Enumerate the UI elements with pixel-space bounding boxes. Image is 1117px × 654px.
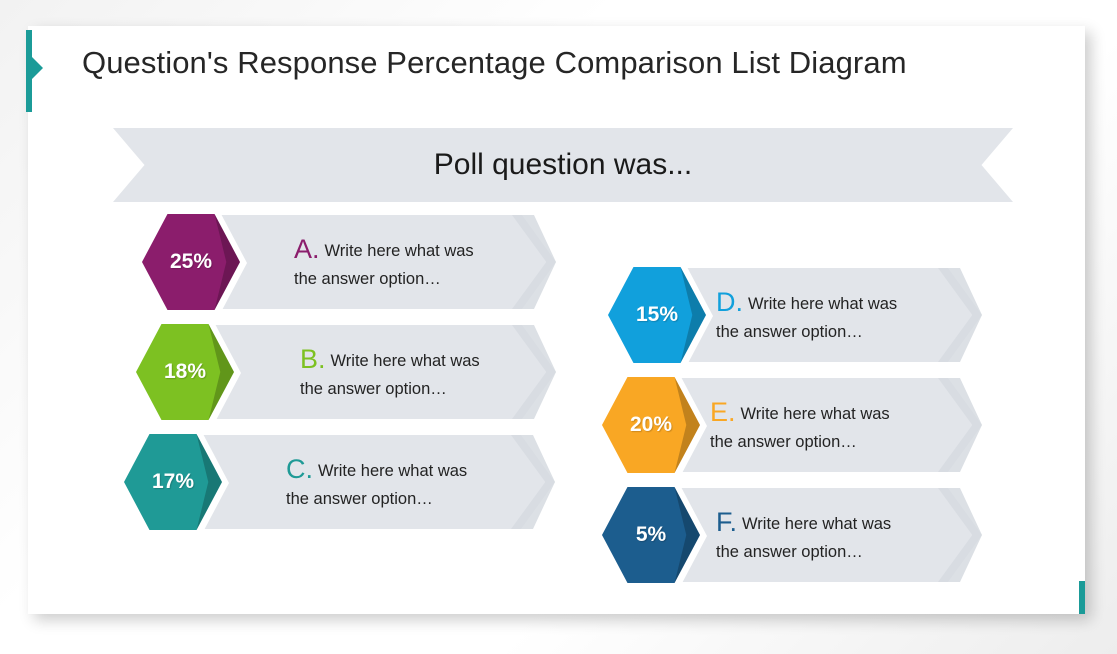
percent-label-b: 18%	[163, 360, 207, 383]
page-title: Question's Response Percentage Compariso…	[82, 45, 907, 80]
option-text-d: D. Write here what was the answer option…	[716, 288, 966, 346]
percent-label-d: 15%	[635, 303, 679, 326]
option-text-line2-d: the answer option…	[716, 323, 863, 341]
option-text-b: B. Write here what was the answer option…	[300, 345, 550, 403]
option-text-line1-b: Write here what was	[330, 352, 480, 370]
option-text-line1-a: Write here what was	[324, 242, 474, 260]
option-letter-f: F.	[716, 507, 738, 537]
question-banner	[113, 128, 1013, 202]
option-letter-d: D.	[716, 287, 743, 317]
option-text-line2-e: the answer option…	[710, 433, 857, 451]
option-text-line1-d: Write here what was	[748, 295, 898, 313]
option-letter-b: B.	[300, 344, 326, 374]
option-bar-b	[178, 325, 556, 419]
option-text-c: C. Write here what was the answer option…	[286, 455, 536, 513]
option-bar-c	[165, 435, 555, 529]
option-text-line2-b: the answer option…	[300, 380, 447, 398]
option-text-line2-a: the answer option…	[294, 270, 441, 288]
percent-label-a: 25%	[169, 250, 213, 273]
option-text-f: F. Write here what was the answer option…	[716, 508, 966, 566]
option-letter-a: A.	[294, 234, 320, 264]
percent-label-c: 17%	[151, 470, 195, 493]
option-text-line1-c: Write here what was	[318, 462, 468, 480]
accent-bar-left	[26, 30, 32, 112]
percent-label-e: 20%	[629, 413, 673, 436]
percent-label-f: 5%	[635, 523, 667, 546]
option-text-e: E. Write here what was the answer option…	[710, 398, 960, 456]
option-text-line2-f: the answer option…	[716, 543, 863, 561]
option-text-a: A. Write here what was the answer option…	[294, 235, 544, 293]
option-text-line1-e: Write here what was	[740, 405, 890, 423]
question-banner-label: Poll question was...	[433, 148, 693, 181]
accent-bar-bottom-right	[1079, 581, 1085, 614]
option-letter-c: C.	[286, 454, 313, 484]
accent-arrow-icon	[31, 56, 43, 80]
option-text-line2-c: the answer option…	[286, 490, 433, 508]
option-text-line1-f: Write here what was	[742, 515, 892, 533]
option-letter-e: E.	[710, 397, 736, 427]
